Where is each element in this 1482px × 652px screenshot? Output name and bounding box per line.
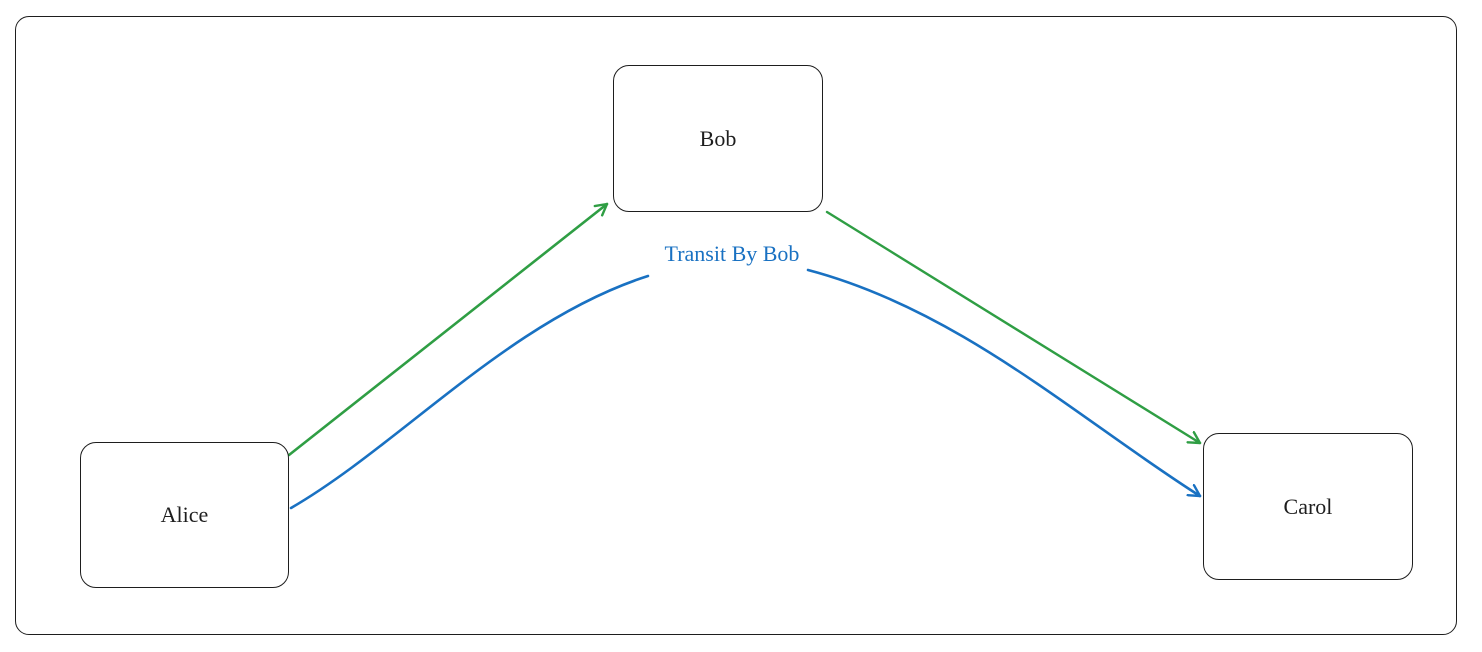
node-bob[interactable]: Bob xyxy=(613,65,823,212)
edge-transit-label-to-carol[interactable] xyxy=(806,268,1202,498)
edge-transit-alice-to-label[interactable] xyxy=(289,274,650,510)
node-bob-label: Bob xyxy=(699,125,737,151)
transit-edge-label: Transit By Bob xyxy=(640,241,824,267)
node-carol-label: Carol xyxy=(1283,493,1333,519)
node-alice-label: Alice xyxy=(160,502,209,527)
diagram-frame xyxy=(15,16,1457,635)
node-alice[interactable]: Alice xyxy=(80,442,289,588)
node-carol[interactable]: Carol xyxy=(1203,433,1413,580)
edge-bob-to-carol[interactable] xyxy=(825,210,1202,445)
edge-alice-to-bob[interactable] xyxy=(287,202,609,457)
